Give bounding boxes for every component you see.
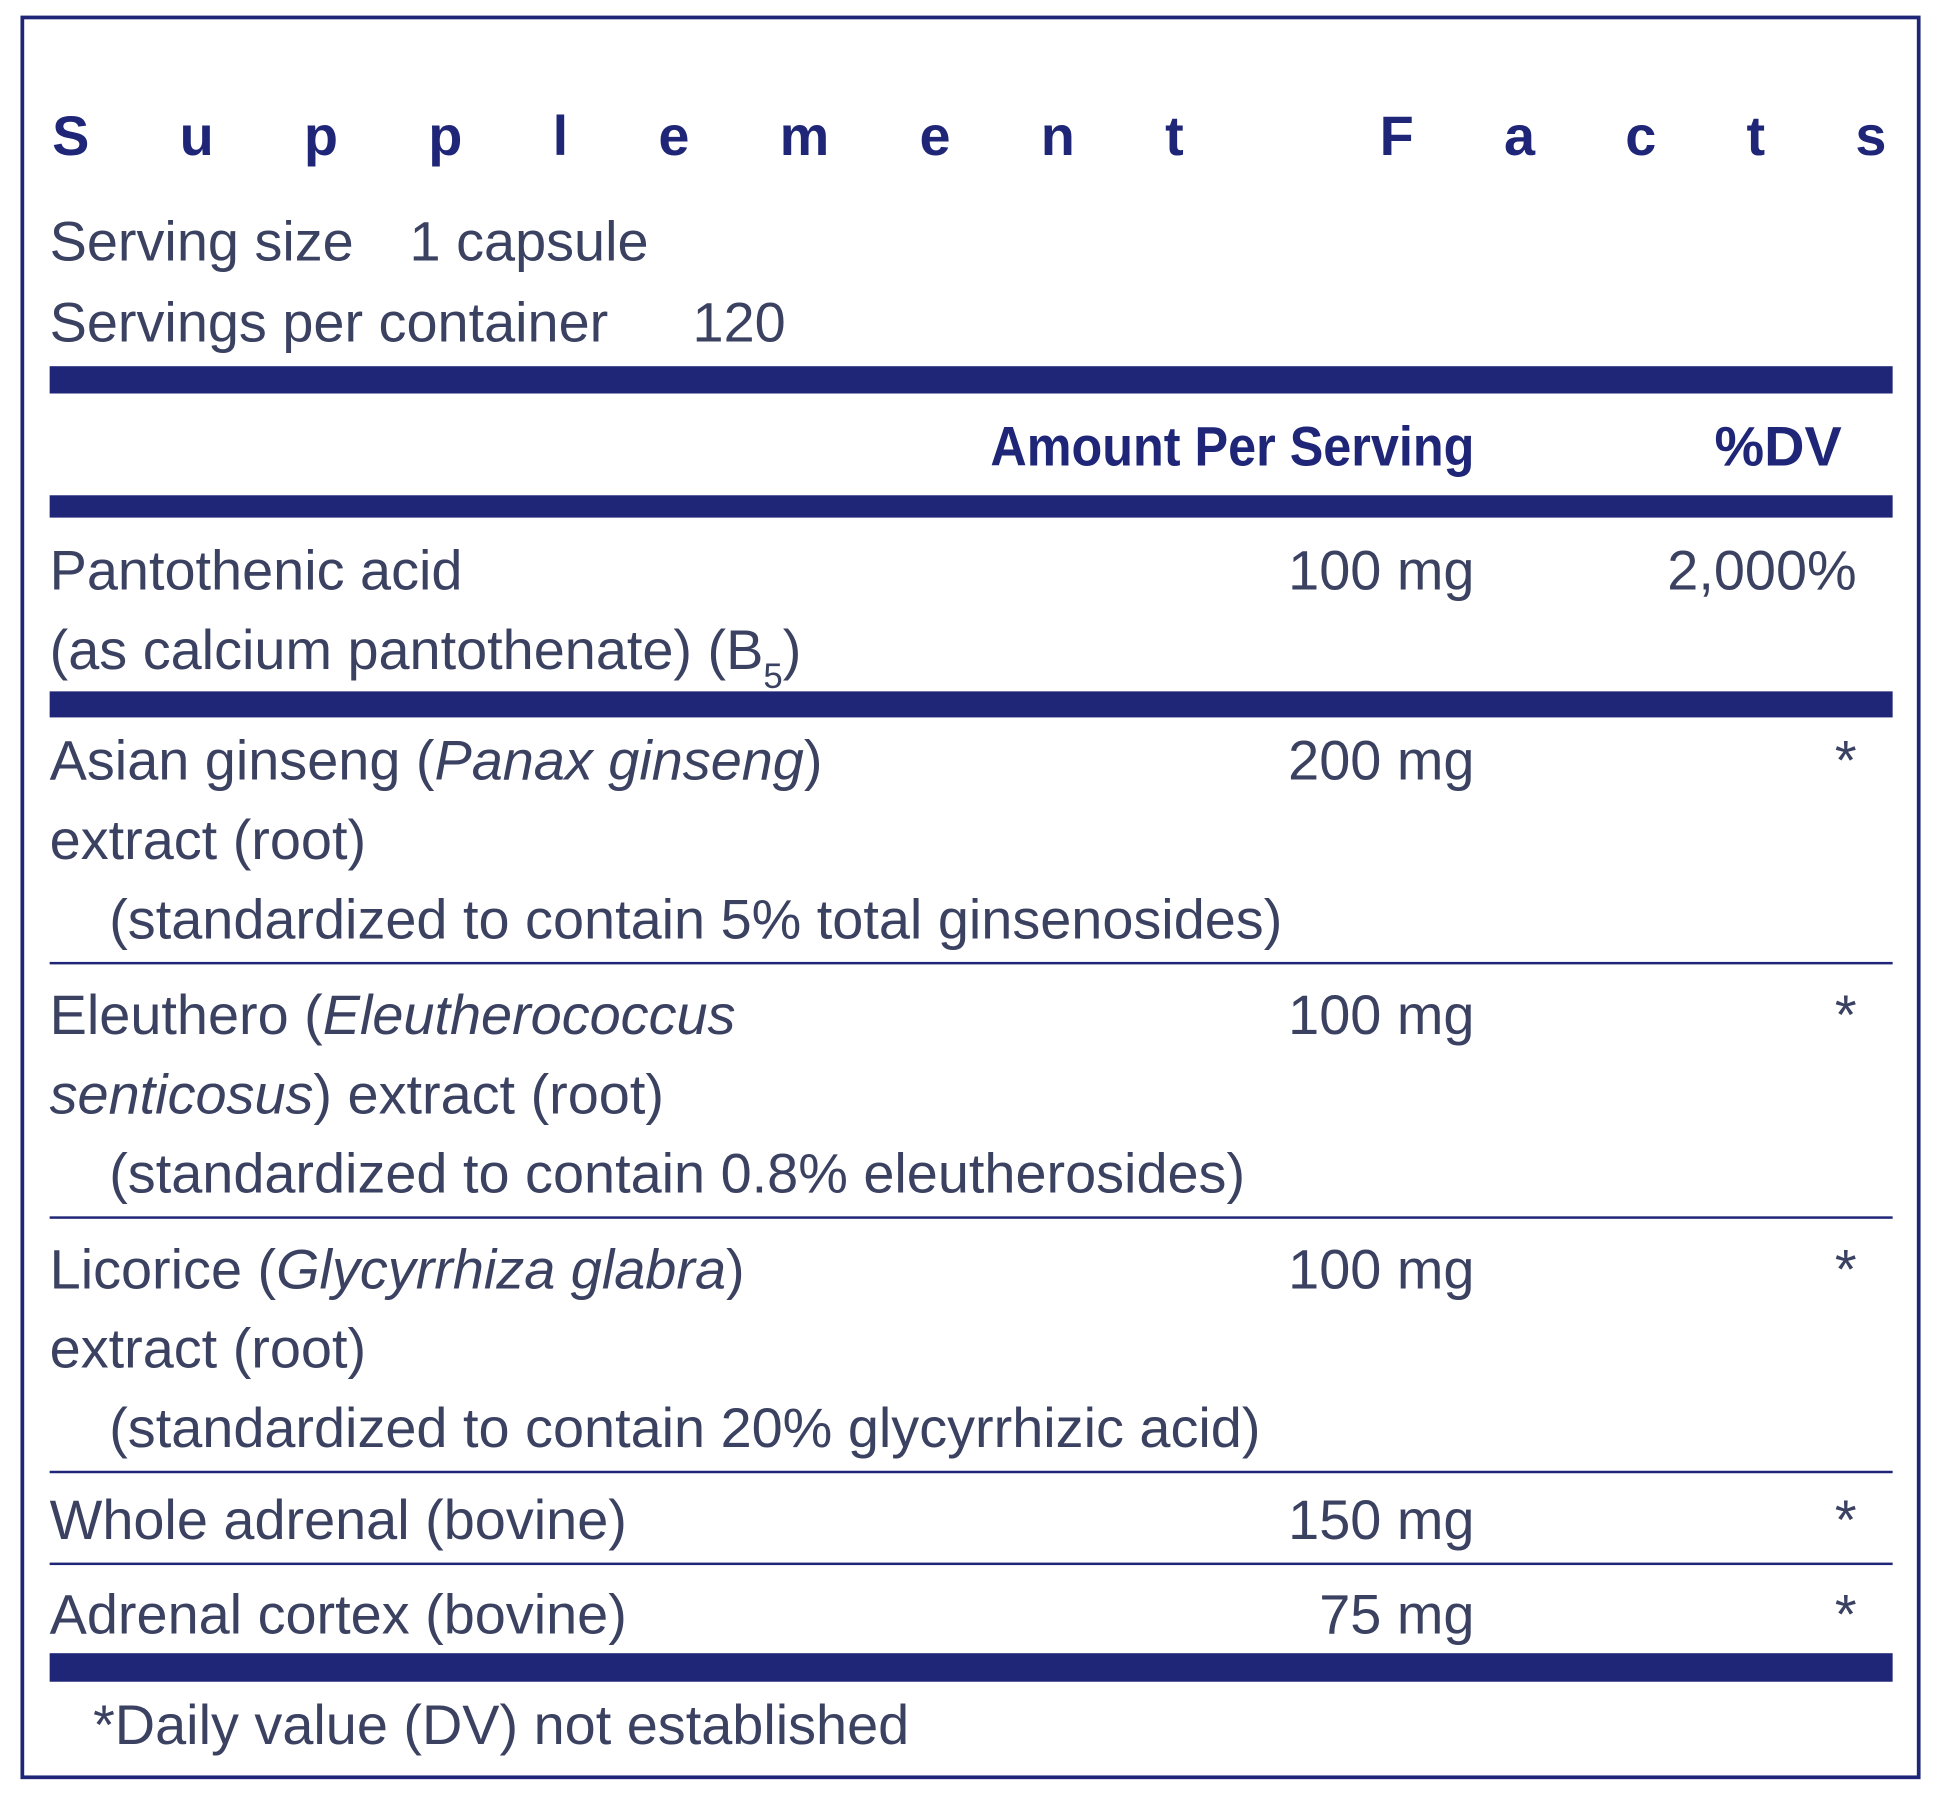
ingredient-name: Whole adrenal (bovine) xyxy=(50,1488,627,1551)
name-segment: ) extract (root) xyxy=(313,1062,664,1125)
dv-header: %DV xyxy=(1715,414,1842,477)
daily-value: * xyxy=(1835,1488,1857,1551)
name-segment: Whole adrenal (bovine) xyxy=(50,1488,627,1551)
ingredient-name: extract (root) xyxy=(50,1317,366,1380)
thick-rule xyxy=(49,366,1893,394)
ingredient-name: Licorice (Glycyrrhiza glabra) xyxy=(50,1237,745,1300)
ingredient-name: senticosus) extract (root) xyxy=(50,1062,664,1125)
thin-rule xyxy=(49,1470,1893,1474)
name-segment: Adrenal cortex (bovine) xyxy=(50,1582,627,1645)
amount: 75 mg xyxy=(1319,1582,1474,1645)
standardization-note: (standardized to contain 20% glycyrrhizi… xyxy=(109,1396,1260,1459)
name-segment: Pantothenic acid xyxy=(50,539,463,602)
thin-rule xyxy=(49,1216,1893,1219)
name-segment: Asian ginseng ( xyxy=(50,728,435,791)
name-segment: Licorice ( xyxy=(50,1237,277,1300)
name-segment: (as calcium pantothenate) (B xyxy=(50,618,764,681)
name-segment: 5 xyxy=(763,658,782,696)
name-segment: Panax ginseng xyxy=(434,728,803,791)
thin-rule xyxy=(49,1562,1893,1566)
standardization-note: (standardized to contain 5% total ginsen… xyxy=(109,887,1282,950)
amount: 100 mg xyxy=(1288,539,1474,602)
amount: 100 mg xyxy=(1288,1237,1474,1300)
name-segment: ) xyxy=(783,618,802,681)
daily-value: * xyxy=(1835,983,1857,1046)
ingredient-name: extract (root) xyxy=(50,808,366,871)
standardization-note: (standardized to contain 0.8% eleutheros… xyxy=(109,1142,1245,1205)
name-segment: ) xyxy=(726,1237,745,1300)
servings-per-container-label: Servings per container xyxy=(50,290,609,353)
ingredient-name: Eleuthero (Eleutherococcus xyxy=(50,983,736,1046)
footnote: *Daily value (DV) not established xyxy=(93,1693,909,1756)
name-segment: Eleuthero ( xyxy=(50,983,323,1046)
daily-value: * xyxy=(1835,1582,1857,1645)
name-segment: Eleutherococcus xyxy=(323,983,736,1046)
ingredient-name: Pantothenic acid xyxy=(50,539,463,602)
thick-rule xyxy=(49,691,1893,718)
thick-rule xyxy=(49,495,1893,518)
thin-rule xyxy=(49,961,1893,965)
name-segment: senticosus xyxy=(50,1062,314,1125)
ingredient-name: (as calcium pantothenate) (B5) xyxy=(50,618,802,696)
ingredient-name: Adrenal cortex (bovine) xyxy=(50,1582,627,1645)
amount-header: Amount Per Serving xyxy=(990,414,1474,477)
daily-value: 2,000% xyxy=(1667,539,1856,602)
name-segment: ) xyxy=(804,728,823,791)
label-border xyxy=(20,15,1921,1780)
amount: 200 mg xyxy=(1288,728,1474,791)
daily-value: * xyxy=(1835,728,1857,791)
label-title: Supplement Facts xyxy=(52,104,1886,167)
name-segment: extract (root) xyxy=(50,808,366,871)
ingredient-name: Asian ginseng (Panax ginseng) xyxy=(50,728,823,791)
servings-per-container: 120 xyxy=(693,290,786,353)
name-segment: extract (root) xyxy=(50,1317,366,1380)
amount: 100 mg xyxy=(1288,983,1474,1046)
thick-rule xyxy=(49,1653,1893,1682)
serving-size: 1 capsule xyxy=(410,210,649,273)
amount: 150 mg xyxy=(1288,1488,1474,1551)
serving-size-label: Serving size xyxy=(50,210,354,273)
daily-value: * xyxy=(1835,1237,1857,1300)
name-segment: Glycyrrhiza glabra xyxy=(276,1237,726,1300)
